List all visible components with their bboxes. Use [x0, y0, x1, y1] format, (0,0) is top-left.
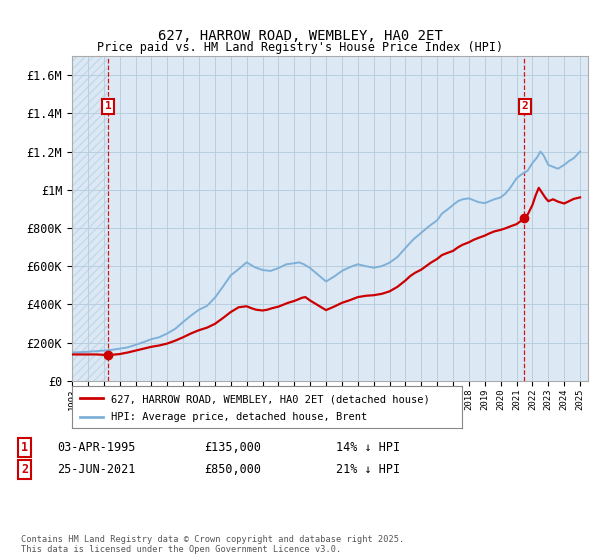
Text: 1: 1 [21, 441, 28, 454]
Text: Price paid vs. HM Land Registry's House Price Index (HPI): Price paid vs. HM Land Registry's House … [97, 41, 503, 54]
Text: 03-APR-1995: 03-APR-1995 [57, 441, 136, 454]
Text: 21% ↓ HPI: 21% ↓ HPI [336, 463, 400, 476]
Text: Contains HM Land Registry data © Crown copyright and database right 2025.
This d: Contains HM Land Registry data © Crown c… [21, 535, 404, 554]
Text: 2: 2 [521, 101, 528, 111]
Text: 2: 2 [21, 463, 28, 476]
Text: 14% ↓ HPI: 14% ↓ HPI [336, 441, 400, 454]
Text: 627, HARROW ROAD, WEMBLEY, HA0 2ET: 627, HARROW ROAD, WEMBLEY, HA0 2ET [158, 29, 442, 44]
Text: £850,000: £850,000 [204, 463, 261, 476]
Text: 25-JUN-2021: 25-JUN-2021 [57, 463, 136, 476]
Text: 1: 1 [104, 101, 111, 111]
Text: HPI: Average price, detached house, Brent: HPI: Average price, detached house, Bren… [111, 412, 367, 422]
Text: £135,000: £135,000 [204, 441, 261, 454]
Text: 627, HARROW ROAD, WEMBLEY, HA0 2ET (detached house): 627, HARROW ROAD, WEMBLEY, HA0 2ET (deta… [111, 394, 430, 404]
